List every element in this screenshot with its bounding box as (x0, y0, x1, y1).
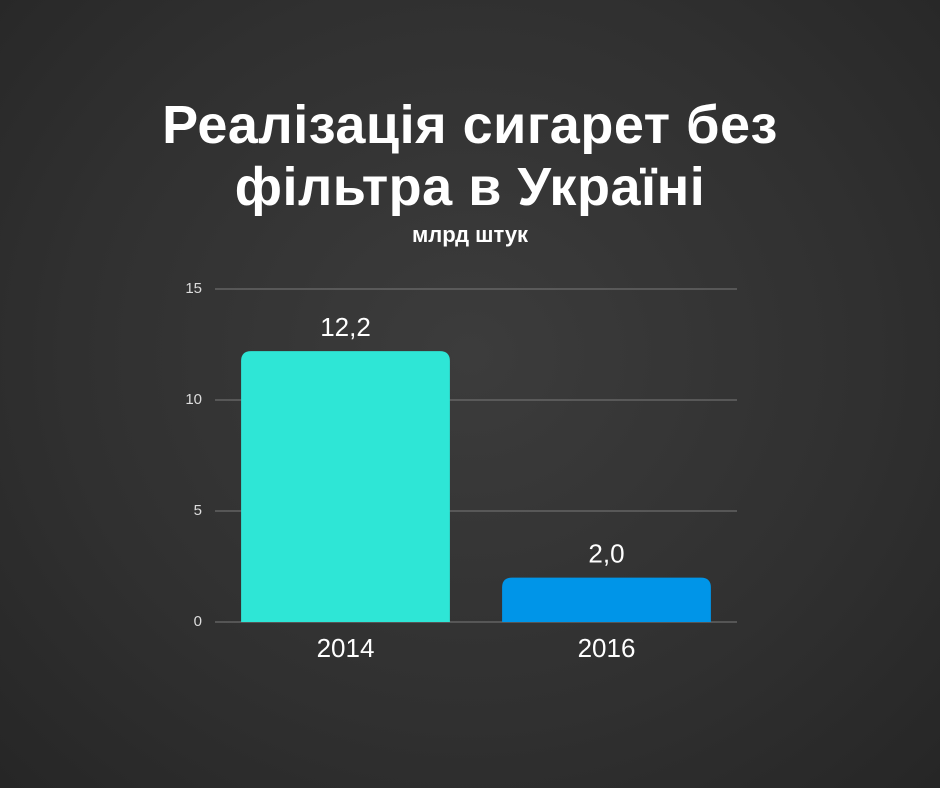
x-tick-label: 2014 (317, 633, 375, 663)
chart-title: Реалізація сигарет без фільтра в Україні (162, 95, 778, 217)
value-label: 12,2 (320, 312, 371, 342)
y-tick-label: 10 (185, 391, 202, 408)
y-tick-label: 15 (185, 280, 202, 297)
y-tick-label: 5 (194, 502, 202, 519)
value-label: 2,0 (588, 538, 624, 568)
x-tick-label: 2016 (578, 633, 636, 663)
bar (502, 577, 711, 622)
y-tick-label: 0 (194, 613, 202, 630)
chart-subtitle: млрд штук (411, 222, 529, 247)
bar (241, 351, 450, 622)
